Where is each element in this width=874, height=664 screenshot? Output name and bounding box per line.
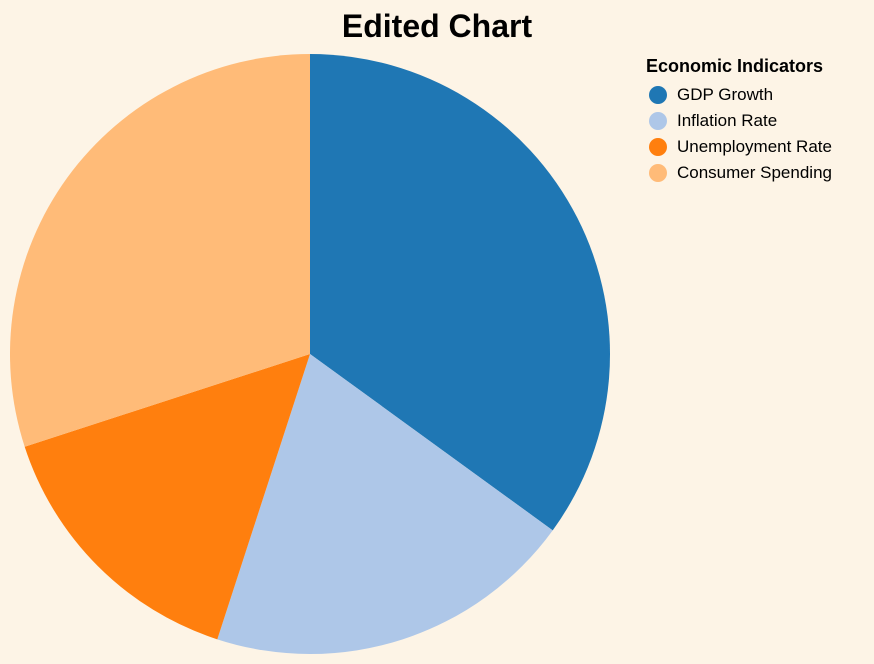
legend-swatch <box>649 112 667 130</box>
legend-label: Inflation Rate <box>677 111 778 130</box>
legend-swatch <box>649 164 667 182</box>
pie-slice-inflation-rate <box>217 354 553 655</box>
legend-item: GDP Growth <box>646 82 870 108</box>
chart-title: Edited Chart <box>341 8 533 44</box>
legend-label: GDP Growth <box>677 85 774 104</box>
pie-slice-consumer-spending <box>9 53 311 447</box>
legend-item: Inflation Rate <box>646 108 870 134</box>
legend: Economic Indicators GDP Growth Inflation … <box>646 54 870 186</box>
legend-items: GDP Growth Inflation Rate Unemployment Rat… <box>646 82 870 186</box>
pie-slice-gdp-growth <box>310 54 611 531</box>
pie-slices <box>9 53 611 655</box>
legend-swatch <box>649 86 667 104</box>
legend-item: Unemployment Rate <box>646 134 870 160</box>
legend-label: Unemployment Rate <box>677 137 832 156</box>
legend-item: Consumer Spending <box>646 160 870 186</box>
legend-swatch <box>649 138 667 156</box>
legend-label: Consumer Spending <box>677 163 832 182</box>
pie-slice-unemployment-rate <box>24 354 311 640</box>
legend-title: Economic Indicators <box>646 56 824 76</box>
